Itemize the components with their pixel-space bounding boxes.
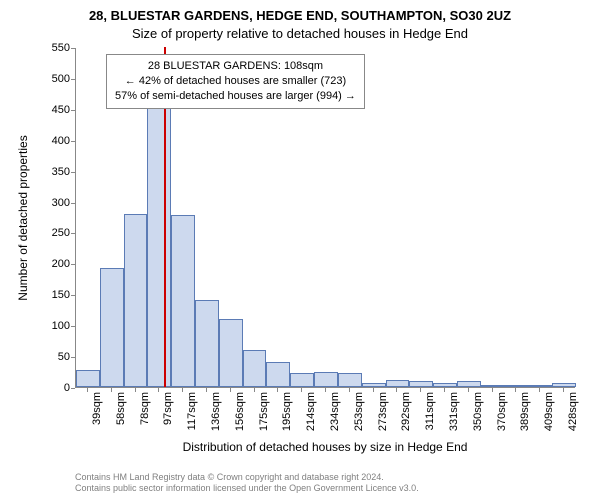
y-tick-label: 150 xyxy=(30,289,70,301)
x-tick-label: 58sqm xyxy=(115,392,127,425)
x-tick-label: 389sqm xyxy=(519,392,531,431)
histogram-bar xyxy=(433,383,457,387)
y-tick-label: 550 xyxy=(30,42,70,54)
histogram-bar xyxy=(457,381,481,387)
x-tick-mark xyxy=(277,388,278,392)
y-tick-label: 100 xyxy=(30,320,70,332)
x-tick-mark xyxy=(539,388,540,392)
x-tick-mark xyxy=(515,388,516,392)
histogram-bar xyxy=(219,319,243,387)
x-tick-label: 331sqm xyxy=(448,392,460,431)
histogram-bar xyxy=(314,372,338,387)
x-tick-label: 136sqm xyxy=(210,392,222,431)
y-tick-label: 50 xyxy=(30,351,70,363)
x-tick-label: 78sqm xyxy=(139,392,151,425)
y-tick-label: 350 xyxy=(30,166,70,178)
x-tick-mark xyxy=(111,388,112,392)
x-tick-mark xyxy=(396,388,397,392)
x-tick-label: 350sqm xyxy=(472,392,484,431)
x-tick-mark xyxy=(158,388,159,392)
histogram-bar xyxy=(290,373,314,387)
x-tick-label: 292sqm xyxy=(400,392,412,431)
chart-title-address: 28, BLUESTAR GARDENS, HEDGE END, SOUTHAM… xyxy=(0,8,600,23)
x-tick-label: 370sqm xyxy=(496,392,508,431)
callout-line3: 57% of semi-detached houses are larger (… xyxy=(115,89,356,104)
y-tick-label: 200 xyxy=(30,258,70,270)
histogram-bar xyxy=(409,381,433,387)
histogram-bar xyxy=(528,385,552,387)
histogram-bar xyxy=(481,385,505,387)
y-tick-label: 500 xyxy=(30,73,70,85)
y-tick-label: 400 xyxy=(30,135,70,147)
histogram-bar xyxy=(124,214,148,387)
callout-line1: 28 BLUESTAR GARDENS: 108sqm xyxy=(115,59,356,74)
x-tick-label: 253sqm xyxy=(353,392,365,431)
footer-line1: Contains HM Land Registry data © Crown c… xyxy=(75,472,575,483)
histogram-bar xyxy=(362,383,386,387)
histogram-bar xyxy=(552,383,576,387)
x-tick-mark xyxy=(301,388,302,392)
y-tick-label: 300 xyxy=(30,197,70,209)
histogram-bar xyxy=(505,385,529,387)
histogram-bar xyxy=(386,380,410,387)
x-tick-mark xyxy=(87,388,88,392)
x-tick-mark xyxy=(492,388,493,392)
chart-subtitle: Size of property relative to detached ho… xyxy=(0,26,600,41)
x-tick-mark xyxy=(373,388,374,392)
x-tick-mark xyxy=(325,388,326,392)
x-tick-label: 117sqm xyxy=(186,392,198,430)
y-tick-label: 450 xyxy=(30,104,70,116)
x-tick-label: 273sqm xyxy=(377,392,389,431)
footer-line2: Contains public sector information licen… xyxy=(75,483,575,494)
histogram-bar xyxy=(243,350,267,387)
x-tick-label: 428sqm xyxy=(567,392,579,431)
histogram-bar xyxy=(147,106,171,387)
x-tick-label: 156sqm xyxy=(234,392,246,431)
x-tick-mark xyxy=(563,388,564,392)
histogram-bar xyxy=(100,268,124,387)
x-tick-label: 234sqm xyxy=(329,392,341,431)
x-tick-label: 409sqm xyxy=(543,392,555,431)
chart-container: 28, BLUESTAR GARDENS, HEDGE END, SOUTHAM… xyxy=(0,0,600,500)
y-tick-label: 0 xyxy=(30,382,70,394)
y-tick-label: 250 xyxy=(30,227,70,239)
x-tick-mark xyxy=(254,388,255,392)
x-tick-label: 39sqm xyxy=(91,392,103,425)
callout-line2: ← 42% of detached houses are smaller (72… xyxy=(115,74,356,89)
x-tick-mark xyxy=(420,388,421,392)
callout-box: 28 BLUESTAR GARDENS: 108sqm ← 42% of det… xyxy=(106,54,365,109)
histogram-bar xyxy=(171,215,195,387)
x-tick-label: 311sqm xyxy=(424,392,436,430)
x-tick-mark xyxy=(230,388,231,392)
histogram-bar xyxy=(76,370,100,387)
x-tick-label: 97sqm xyxy=(162,392,174,425)
x-tick-mark xyxy=(349,388,350,392)
histogram-bar xyxy=(338,373,362,387)
footer-text: Contains HM Land Registry data © Crown c… xyxy=(75,472,575,494)
x-tick-label: 175sqm xyxy=(258,392,270,431)
x-tick-label: 195sqm xyxy=(281,392,293,431)
x-tick-mark xyxy=(206,388,207,392)
x-tick-mark xyxy=(135,388,136,392)
x-tick-label: 214sqm xyxy=(305,392,317,431)
y-axis-label: Number of detached properties xyxy=(16,48,32,388)
x-tick-mark xyxy=(444,388,445,392)
x-tick-mark xyxy=(468,388,469,392)
y-tick-mark xyxy=(71,388,75,389)
histogram-bar xyxy=(195,300,219,387)
x-tick-mark xyxy=(182,388,183,392)
histogram-bar xyxy=(266,362,290,387)
plot-area: 28 BLUESTAR GARDENS: 108sqm ← 42% of det… xyxy=(75,48,575,388)
x-axis-label: Distribution of detached houses by size … xyxy=(75,440,575,454)
